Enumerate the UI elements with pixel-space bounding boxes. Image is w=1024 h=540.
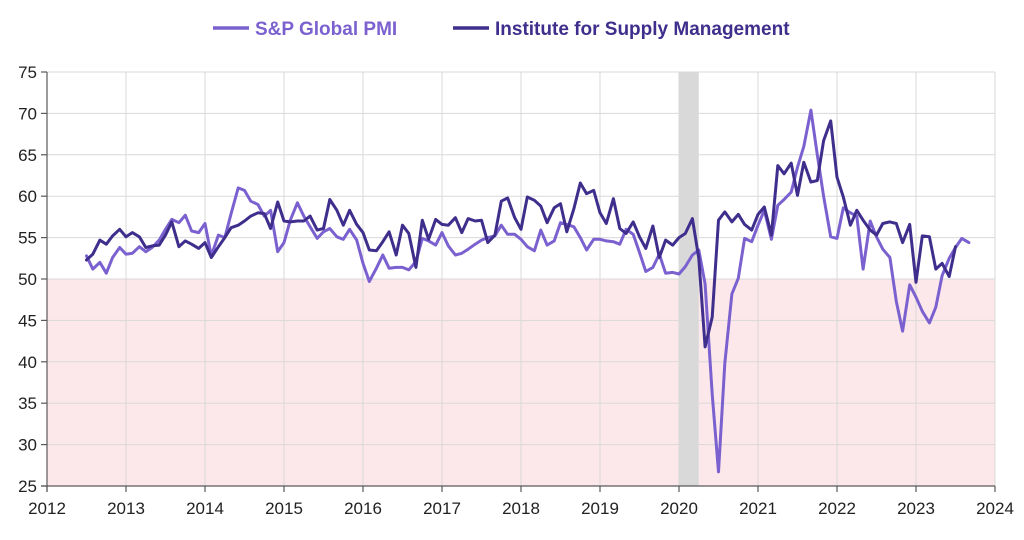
x-tick-label: 2021: [739, 499, 777, 518]
y-tick-label: 75: [18, 63, 37, 82]
y-tick-label: 60: [18, 187, 37, 206]
x-tick-label: 2020: [660, 499, 698, 518]
x-tick-label: 2015: [265, 499, 303, 518]
x-tick-label: 2018: [502, 499, 540, 518]
y-tick-label: 45: [18, 311, 37, 330]
legend-label: Institute for Supply Management: [495, 19, 790, 40]
x-tick-label: 2012: [28, 499, 66, 518]
y-tick-label: 65: [18, 146, 37, 165]
x-tick-label: 2024: [976, 499, 1014, 518]
y-tick-label: 40: [18, 353, 37, 372]
y-tick-label: 30: [18, 436, 37, 455]
x-tick-label: 2019: [581, 499, 619, 518]
x-tick-label: 2017: [423, 499, 461, 518]
x-tick-label: 2013: [107, 499, 145, 518]
legend-label: S&P Global PMI: [255, 19, 397, 40]
y-tick-label: 25: [18, 477, 37, 496]
series-line-ism: [85, 119, 957, 349]
x-tick-label: 2022: [818, 499, 856, 518]
y-tick-label: 55: [18, 229, 37, 248]
x-tick-label: 2014: [186, 499, 224, 518]
y-tick-label: 35: [18, 394, 37, 413]
series-line-sp-global-pmi: [85, 108, 971, 474]
y-tick-label: 50: [18, 270, 37, 289]
x-tick-label: 2016: [344, 499, 382, 518]
x-tick-label: 2023: [897, 499, 935, 518]
y-tick-label: 70: [18, 104, 37, 123]
